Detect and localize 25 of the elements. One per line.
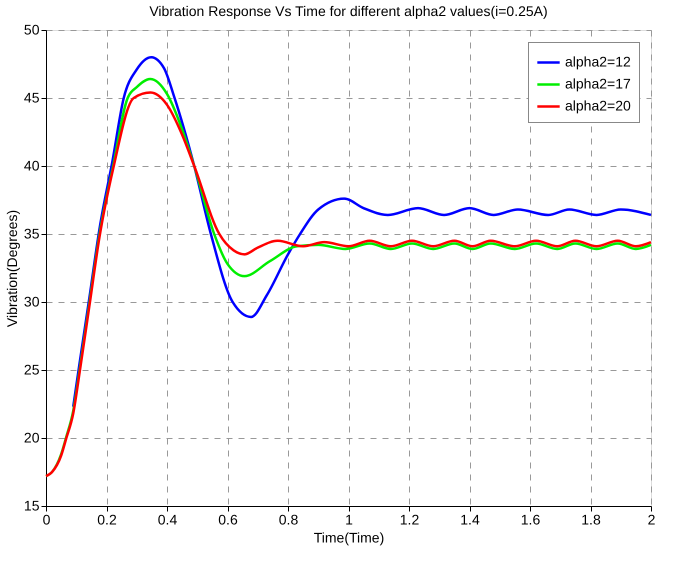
x-tick-label: 1.8 xyxy=(581,512,601,528)
legend-label: alpha2=17 xyxy=(565,76,632,92)
x-tick-label: 1.2 xyxy=(400,512,420,528)
y-tick-label: 20 xyxy=(24,430,40,446)
x-tick-label: 0.6 xyxy=(218,512,238,528)
y-tick-label: 35 xyxy=(24,226,40,242)
y-tick-label: 25 xyxy=(24,362,40,378)
x-tick-label: 0.8 xyxy=(278,512,298,528)
x-tick-label: 0.2 xyxy=(97,512,117,528)
y-tick-label: 40 xyxy=(24,158,40,174)
chart-title: Vibration Response Vs Time for different alpha2 values(i=0.25A) xyxy=(149,3,548,19)
x-tick-label: 1 xyxy=(345,512,354,528)
y-tick-label: 15 xyxy=(24,498,40,514)
y-tick-label: 45 xyxy=(24,90,40,106)
x-tick-label: 1.4 xyxy=(460,512,480,528)
y-tick-label: 50 xyxy=(24,22,40,38)
x-axis-title: Time(Time) xyxy=(314,530,384,546)
x-tick-label: 1.6 xyxy=(520,512,540,528)
x-tick-label: 0.4 xyxy=(158,512,178,528)
y-tick-label: 30 xyxy=(24,294,40,310)
legend-label: alpha2=20 xyxy=(565,98,632,114)
y-axis-title: Vibration(Degrees) xyxy=(4,210,20,328)
x-tick-label: 0 xyxy=(42,512,51,528)
legend-label: alpha2=12 xyxy=(565,54,632,70)
x-tick-label: 2 xyxy=(648,512,656,528)
